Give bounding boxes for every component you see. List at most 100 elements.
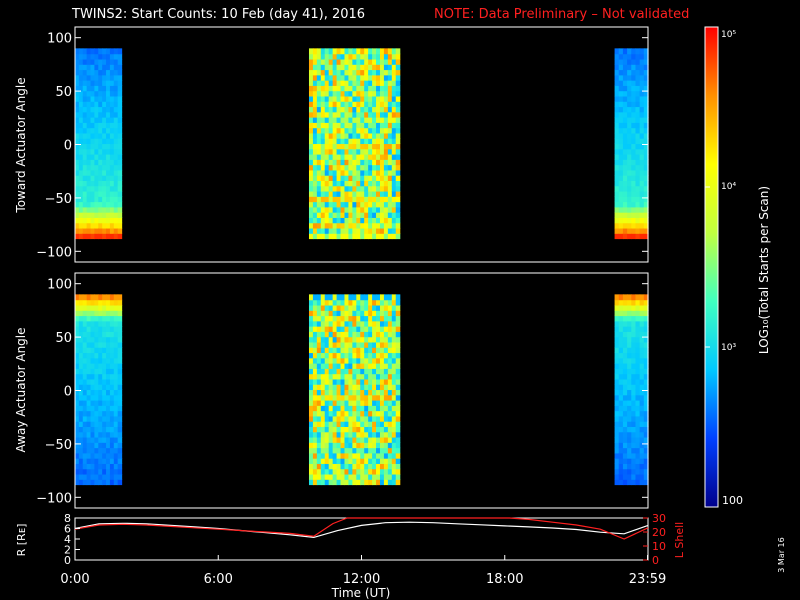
heatmap-cell (643, 436, 649, 443)
heatmap-cell (391, 227, 397, 234)
heatmap-cell (98, 405, 103, 412)
heatmap-cell (352, 410, 357, 417)
heatmap-cell (113, 159, 119, 166)
heatmap-cell (379, 410, 385, 417)
heatmap-cell (78, 101, 84, 108)
heatmap-cell (75, 479, 80, 486)
heatmap-cell (90, 74, 95, 81)
heatmap-cell (348, 447, 353, 454)
heatmap-cell (86, 190, 92, 197)
heatmap-cell (627, 304, 632, 311)
heatmap-cell (618, 320, 624, 327)
heatmap-cell (372, 463, 377, 470)
heatmap-cell (352, 169, 357, 176)
heatmap-cell (639, 389, 645, 396)
heatmap-cell (106, 304, 111, 311)
colorbar-tick-label: 10³ (721, 343, 736, 353)
heatmap-cell (332, 347, 338, 354)
heatmap-cell (372, 212, 377, 218)
heatmap-cell (639, 117, 645, 123)
heatmap-cell (352, 336, 357, 343)
heatmap-cell (328, 473, 334, 480)
heatmap-cell (356, 143, 361, 150)
heatmap-cell (372, 357, 377, 364)
heatmap-cell (75, 304, 80, 311)
heatmap-cell (312, 175, 318, 181)
heatmap-cell (94, 304, 99, 311)
heatmap-cell (312, 233, 318, 240)
heatmap-cell (102, 212, 107, 218)
heatmap-cell (387, 159, 393, 166)
heatmap-cell (113, 101, 119, 108)
heatmap-cell (78, 473, 84, 480)
heatmap-cell (360, 164, 365, 171)
heatmap-cell (90, 206, 95, 213)
heatmap-cell (336, 436, 342, 443)
heatmap-cell (94, 233, 99, 240)
heatmap-cell (316, 463, 322, 470)
heatmap-cell (379, 196, 385, 203)
heatmap-cell (344, 436, 350, 443)
heatmap-cell (109, 217, 115, 224)
heatmap-cell (379, 442, 385, 449)
heatmap-cell (98, 201, 103, 208)
heatmap-cell (106, 85, 111, 92)
heatmap-cell (117, 132, 123, 139)
heatmap-cell (113, 479, 119, 486)
heatmap-cell (320, 458, 326, 464)
heatmap-cell (622, 190, 628, 197)
heatmap-cell (631, 410, 637, 417)
heatmap-cell (78, 357, 84, 364)
heatmap-cell (308, 415, 314, 422)
heatmap-cell (320, 90, 326, 97)
heatmap-cell (328, 347, 334, 354)
heatmap-cell (364, 127, 369, 134)
heatmap-cell (368, 222, 373, 229)
heatmap-cell (372, 180, 377, 187)
heatmap-cell (379, 80, 385, 86)
heatmap-cell (622, 153, 628, 160)
heatmap-cell (332, 405, 338, 412)
heatmap-cell (622, 169, 628, 176)
heatmap-cell (360, 394, 365, 401)
heatmap-cell (94, 399, 99, 406)
heatmap-cell (316, 304, 322, 311)
heatmap-cell (328, 85, 334, 92)
heatmap-cell (75, 80, 80, 86)
heatmap-cell (622, 463, 628, 470)
heatmap-cell (643, 90, 649, 97)
y-tick-label: −50 (45, 192, 72, 207)
heatmap-cell (348, 85, 353, 92)
heatmap-cell (316, 148, 322, 155)
heatmap-cell (324, 122, 330, 129)
heatmap-cell (372, 426, 377, 433)
heatmap-cell (395, 442, 401, 449)
heatmap-cell (383, 48, 389, 55)
heatmap-cell (639, 410, 645, 417)
heatmap-cell (102, 368, 107, 375)
heatmap-cell (106, 58, 111, 65)
heatmap-cell (387, 415, 393, 422)
heatmap-cell (348, 331, 353, 338)
heatmap-cell (308, 185, 314, 192)
heatmap-cell (395, 101, 401, 108)
heatmap-cell (86, 363, 92, 369)
heatmap-cell (376, 405, 381, 412)
heatmap-cell (102, 138, 107, 145)
heatmap-cell (395, 190, 401, 197)
heatmap-cell (86, 143, 92, 150)
heatmap-cell (360, 479, 365, 486)
y-tick-label: 100 (47, 278, 72, 293)
heatmap-cell (332, 468, 338, 475)
heatmap-cell (614, 331, 620, 338)
heatmap-cell (395, 64, 401, 71)
heatmap-cell (312, 74, 318, 81)
heatmap-cell (320, 132, 326, 139)
heatmap-cell (356, 294, 361, 301)
heatmap-cell (102, 431, 107, 438)
heatmap-cell (372, 415, 377, 422)
heatmap-cell (344, 153, 350, 160)
heatmap-cell (395, 80, 401, 86)
heatmap-cell (109, 341, 115, 348)
heatmap-cell (368, 378, 373, 385)
